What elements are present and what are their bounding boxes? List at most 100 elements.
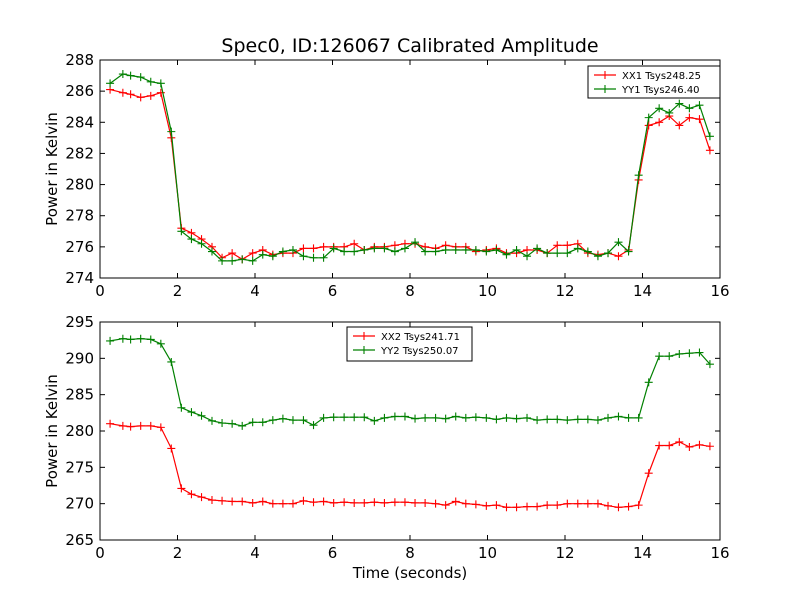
data-point [118, 334, 127, 343]
data-point [156, 339, 165, 348]
data-point [309, 244, 318, 253]
data-point [329, 413, 338, 422]
y-tick-label: 280 [65, 422, 94, 440]
x-tick-label: 0 [95, 282, 105, 300]
data-point [146, 335, 155, 344]
data-point [187, 235, 196, 244]
chart-panel-2: 0 2 4 6 8 10 12 14 16 265 270 275 280 285 290 295 Power … [43, 313, 730, 582]
data-point [350, 413, 359, 422]
data-point [360, 413, 369, 422]
data-point [533, 244, 542, 253]
data-point [614, 503, 623, 512]
data-point [340, 413, 349, 422]
data-point [563, 416, 572, 425]
data-point [675, 99, 684, 108]
data-point [136, 73, 145, 82]
y-tick-label: 295 [65, 313, 94, 331]
data-point [360, 245, 369, 254]
x-tick-label: 4 [250, 544, 260, 562]
data-point [512, 414, 521, 423]
data-point [533, 502, 542, 511]
y-tick-label: 270 [65, 495, 94, 513]
data-point [146, 77, 155, 86]
data-point [644, 469, 653, 478]
data-point [350, 498, 359, 507]
data-point [624, 413, 633, 422]
series-line-1 [109, 89, 711, 261]
data-point [705, 360, 714, 369]
data-point [705, 442, 714, 451]
data-point [523, 252, 532, 261]
data-point [390, 498, 399, 507]
data-point [604, 249, 613, 258]
data-point [502, 250, 511, 259]
data-point [126, 90, 135, 99]
data-point [299, 416, 308, 425]
data-point [685, 104, 694, 113]
data-point [482, 501, 491, 510]
data-point [319, 497, 328, 506]
x-tick-label: 12 [555, 544, 574, 562]
data-point [390, 412, 399, 421]
data-point [553, 241, 562, 250]
data-point [218, 496, 227, 505]
data-point [593, 416, 602, 425]
data-point [146, 91, 155, 100]
data-point [126, 422, 135, 431]
data-point [340, 498, 349, 507]
y-tick-label: 274 [65, 269, 94, 287]
data-point [228, 497, 237, 506]
chart-panel-1: 0 2 4 6 8 10 12 14 16 274 276 278 280 282 284 286 288 Pow… [43, 51, 730, 300]
legend: XX1 Tsys248.25 YY1 Tsys246.40 [587, 65, 721, 99]
data-point [218, 256, 227, 265]
data-point [604, 413, 613, 422]
data-point [644, 121, 653, 130]
data-point [288, 499, 297, 508]
data-point [288, 245, 297, 254]
data-point [228, 256, 237, 265]
data-point [553, 415, 562, 424]
data-point [655, 352, 664, 361]
x-axis-label: Time (seconds) [352, 564, 468, 582]
data-point [218, 419, 227, 428]
data-point [136, 421, 145, 430]
data-point [126, 71, 135, 80]
data-point [583, 499, 592, 508]
data-point [451, 412, 460, 421]
data-point [299, 244, 308, 253]
data-point [431, 413, 440, 422]
data-point [685, 349, 694, 358]
data-point [360, 498, 369, 507]
data-point [523, 502, 532, 511]
data-point [705, 146, 714, 155]
data-point [593, 499, 602, 508]
data-point [136, 334, 145, 343]
data-point [309, 421, 318, 430]
data-point [441, 501, 450, 510]
legend-marker [601, 71, 609, 79]
data-point [197, 411, 206, 420]
data-point [370, 244, 379, 253]
data-point [248, 498, 257, 507]
data-point [299, 496, 308, 505]
data-point [167, 357, 176, 366]
data-point [207, 416, 216, 425]
x-tick-label: 0 [95, 544, 105, 562]
data-point [655, 104, 664, 113]
y-tick-label: 265 [65, 531, 94, 549]
data-point [685, 113, 694, 122]
data-point [319, 242, 328, 251]
legend-label: XX1 Tsys248.25 [622, 71, 701, 82]
data-point [553, 249, 562, 258]
data-point [431, 247, 440, 256]
legend-marker [360, 332, 368, 340]
data-point [665, 108, 674, 117]
data-point [593, 252, 602, 261]
data-point [471, 245, 480, 254]
data-point [278, 499, 287, 508]
data-point [400, 498, 409, 507]
legend: XX2 Tsys241.71 YY2 Tsys250.07 [346, 326, 473, 362]
data-point [106, 79, 115, 88]
data-point [471, 413, 480, 422]
data-point [197, 239, 206, 248]
